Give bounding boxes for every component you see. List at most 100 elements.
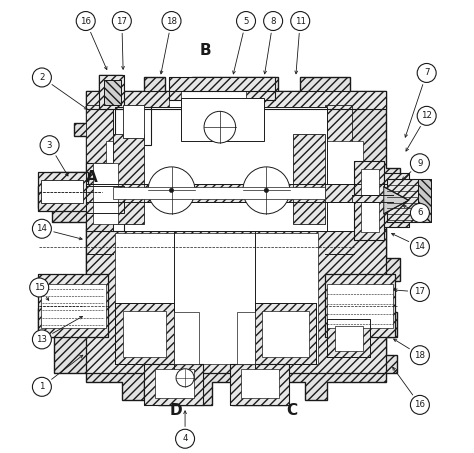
Text: 11: 11 — [295, 16, 306, 25]
Bar — [113, 107, 328, 231]
Bar — [86, 91, 386, 109]
Bar — [384, 173, 409, 227]
Bar — [86, 91, 386, 109]
Bar — [99, 75, 124, 109]
Bar — [86, 163, 124, 231]
Circle shape — [264, 11, 283, 30]
Bar — [38, 274, 108, 337]
Circle shape — [243, 167, 290, 214]
Bar — [255, 303, 316, 364]
Circle shape — [410, 346, 429, 365]
Text: 3: 3 — [47, 141, 52, 149]
Text: 1: 1 — [39, 382, 45, 391]
Bar — [230, 364, 289, 405]
Bar — [255, 303, 316, 364]
Bar — [86, 163, 124, 231]
Bar — [123, 105, 144, 139]
Bar — [387, 179, 430, 222]
Text: D: D — [170, 403, 182, 418]
Bar — [38, 172, 88, 211]
Bar — [86, 105, 113, 231]
Bar — [115, 107, 151, 145]
Bar — [241, 369, 280, 398]
Text: 7: 7 — [424, 68, 429, 77]
Circle shape — [162, 11, 181, 30]
Text: 14: 14 — [36, 224, 47, 233]
Circle shape — [32, 68, 51, 87]
Polygon shape — [384, 187, 409, 214]
Bar — [104, 80, 121, 105]
Bar — [38, 177, 97, 208]
Text: 18: 18 — [166, 16, 177, 25]
Circle shape — [417, 63, 436, 82]
Circle shape — [264, 188, 269, 193]
Text: 9: 9 — [417, 159, 423, 168]
Bar — [113, 187, 325, 198]
Bar — [115, 303, 174, 364]
Circle shape — [410, 283, 429, 301]
Bar — [174, 312, 199, 364]
Text: 17: 17 — [414, 288, 425, 296]
Bar — [38, 274, 108, 337]
Bar — [352, 195, 393, 202]
Bar — [145, 364, 203, 405]
Text: 8: 8 — [270, 16, 276, 25]
Bar — [169, 77, 275, 100]
Text: A: A — [86, 170, 98, 185]
Bar — [181, 98, 264, 141]
Bar — [355, 161, 384, 240]
Circle shape — [76, 11, 95, 30]
Circle shape — [410, 203, 429, 222]
Bar — [86, 229, 386, 373]
Text: 6: 6 — [417, 208, 423, 217]
Bar — [361, 169, 379, 232]
Bar — [325, 105, 352, 231]
Circle shape — [32, 330, 51, 349]
Circle shape — [148, 167, 195, 214]
Circle shape — [237, 11, 255, 30]
Bar — [86, 186, 124, 213]
Bar — [155, 369, 194, 398]
Circle shape — [40, 136, 59, 154]
Bar — [93, 163, 118, 224]
Bar — [169, 77, 275, 100]
Circle shape — [410, 395, 429, 414]
Bar — [38, 172, 86, 208]
Bar — [86, 183, 388, 202]
Polygon shape — [38, 75, 400, 405]
Text: B: B — [200, 43, 211, 58]
Bar — [336, 326, 364, 351]
Bar — [113, 134, 145, 224]
Circle shape — [204, 111, 236, 143]
Bar — [169, 80, 260, 141]
Text: C: C — [287, 403, 298, 418]
Bar — [230, 364, 289, 405]
Bar — [115, 107, 151, 145]
Text: 4: 4 — [182, 434, 188, 443]
Circle shape — [410, 237, 429, 256]
Text: 2: 2 — [39, 73, 45, 82]
Bar — [41, 179, 83, 203]
Bar — [384, 173, 409, 227]
Text: 12: 12 — [421, 111, 432, 120]
Text: 14: 14 — [414, 242, 425, 251]
Circle shape — [32, 219, 51, 238]
Bar — [106, 141, 364, 231]
Bar — [86, 186, 124, 213]
Bar — [328, 319, 370, 357]
Bar — [123, 311, 166, 357]
Circle shape — [417, 106, 436, 125]
Bar — [145, 364, 203, 405]
Bar — [325, 274, 395, 337]
Text: 15: 15 — [34, 283, 45, 292]
Circle shape — [176, 369, 194, 387]
Text: 13: 13 — [36, 335, 47, 344]
Bar — [86, 229, 386, 373]
Circle shape — [175, 429, 194, 448]
Bar — [115, 233, 318, 364]
Bar — [38, 172, 88, 211]
Text: 16: 16 — [80, 16, 91, 25]
Text: 18: 18 — [414, 351, 425, 360]
Circle shape — [410, 154, 429, 173]
Circle shape — [169, 188, 174, 193]
